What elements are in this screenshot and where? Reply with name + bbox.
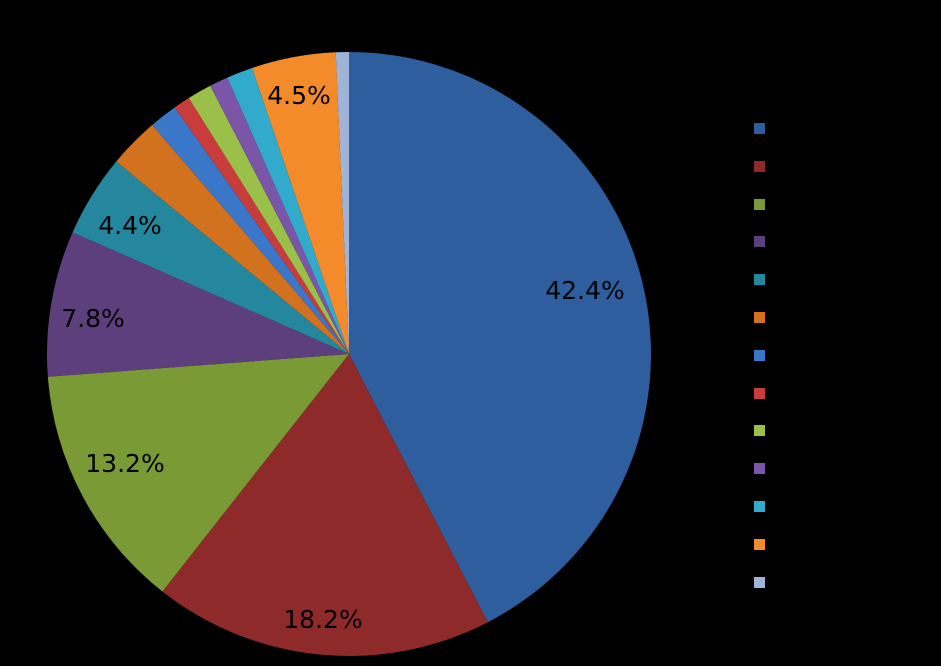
legend-swatch: [754, 576, 765, 588]
legend-item: [754, 462, 934, 500]
legend-item: [754, 349, 934, 387]
legend-swatch: [754, 425, 765, 437]
legend-item: [754, 122, 934, 160]
legend-swatch: [754, 349, 765, 361]
legend-item: [754, 387, 934, 425]
legend-item: [754, 198, 934, 236]
pie-slice: [47, 232, 349, 377]
legend-item: [754, 311, 934, 349]
pie-slice: [152, 107, 349, 354]
pie-slice: [227, 67, 349, 354]
pie-slice: [335, 52, 349, 354]
pie-slice: [72, 161, 349, 354]
slice-data-label: 4.4%: [98, 211, 162, 240]
legend-swatch: [754, 160, 765, 172]
pie-slice: [188, 85, 349, 355]
pie-slice: [210, 77, 349, 354]
slice-data-label: 13.2%: [85, 449, 164, 478]
pie-slice: [116, 124, 350, 354]
legend-swatch: [754, 538, 765, 550]
legend-item: [754, 160, 934, 198]
slice-data-label: 7.8%: [61, 304, 125, 333]
legend-swatch: [754, 198, 765, 210]
legend-item: [754, 235, 934, 273]
legend-swatch: [754, 236, 765, 248]
slice-data-label: 42.4%: [545, 276, 624, 305]
legend-swatch: [754, 311, 765, 323]
slice-data-label: 4.5%: [267, 81, 331, 110]
legend-item: [754, 576, 934, 614]
pie-slice: [174, 98, 349, 354]
legend-swatch: [754, 123, 765, 134]
legend-item: [754, 273, 934, 311]
legend-swatch: [754, 274, 765, 286]
slice-data-label: 18.2%: [283, 605, 362, 634]
legend: [754, 122, 934, 613]
pie-slice: [162, 354, 488, 657]
legend-swatch: [754, 500, 765, 512]
legend-item: [754, 538, 934, 576]
legend-item: [754, 424, 934, 462]
legend-swatch: [754, 463, 765, 475]
pie-slice: [252, 52, 349, 354]
pie-slice: [47, 354, 350, 592]
legend-swatch: [754, 387, 765, 399]
legend-item: [754, 500, 934, 538]
pie-slice: [349, 52, 652, 623]
